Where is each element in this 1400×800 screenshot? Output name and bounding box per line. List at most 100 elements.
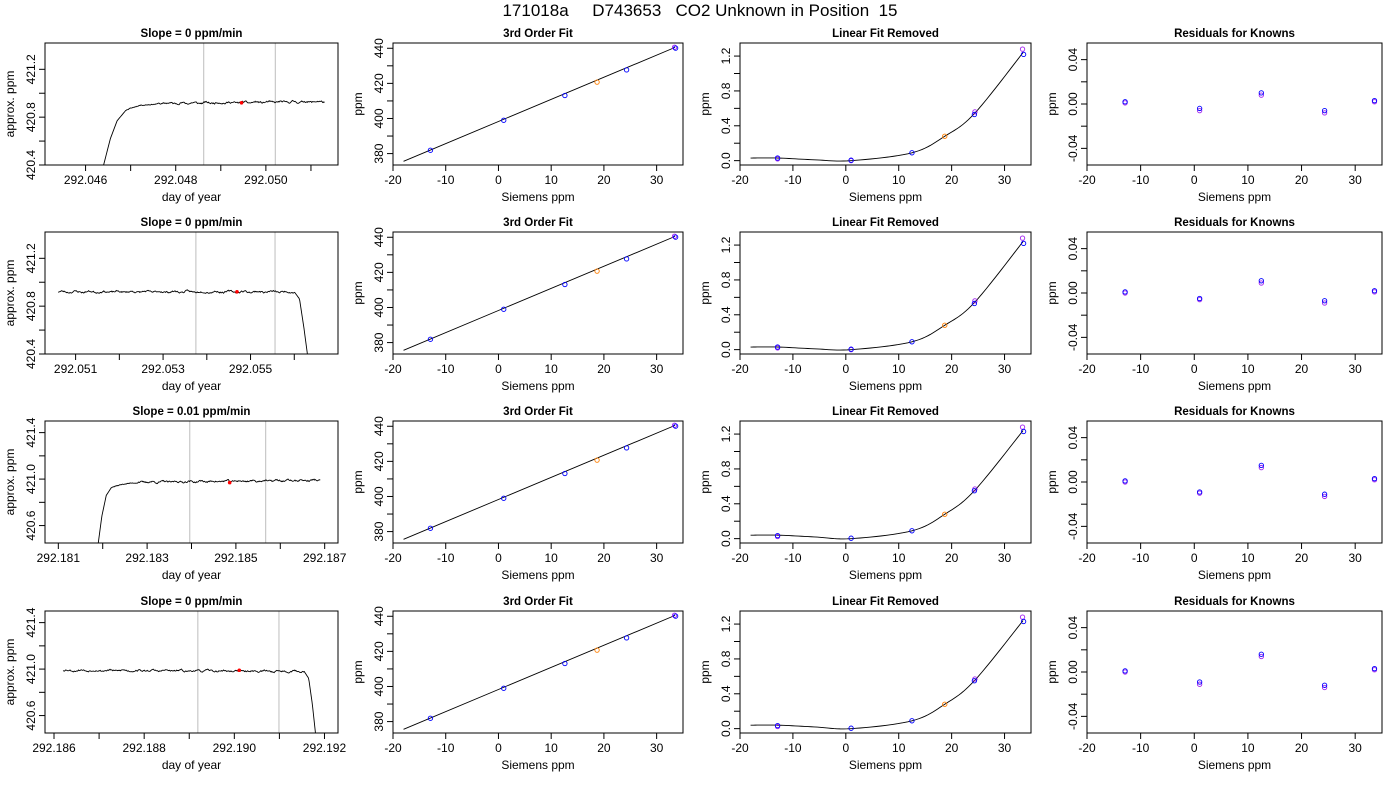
y-tick-label: 0.04	[1066, 426, 1080, 450]
panel-1-1: Slope = 0 ppm/min day of year approx. ppm 2…	[3, 28, 339, 204]
known-standard-point	[972, 298, 978, 304]
x-tick-label: -10	[1132, 173, 1150, 187]
y-axis-label: ppm	[351, 470, 365, 493]
x-tick-label: 30	[998, 173, 1012, 187]
x-tick-label: 30	[650, 173, 664, 187]
known-standard-point	[1019, 424, 1026, 430]
ppm-trace-line	[103, 99, 325, 165]
known-standard-point	[501, 306, 507, 312]
average-marker-point	[235, 290, 239, 294]
unknown-sample-point	[942, 511, 948, 517]
known-standard-point	[848, 346, 854, 352]
y-tick-label: 0.0	[719, 530, 733, 547]
plot-frame	[44, 610, 339, 734]
known-standard-point	[1196, 681, 1203, 687]
x-tick-label: 0	[1191, 551, 1198, 565]
plot-frame	[392, 610, 684, 734]
x-tick-label: -20	[731, 362, 749, 376]
known-standard-point	[501, 495, 507, 501]
unknown-sample-point	[942, 133, 948, 139]
known-standard-point	[1258, 651, 1264, 657]
known-standard-point	[672, 423, 679, 429]
y-tick-label: 400	[372, 676, 386, 696]
x-tick-label: 0	[1191, 741, 1198, 755]
y-tick-label: 400	[372, 297, 386, 317]
x-tick-label: 292.187	[303, 551, 347, 565]
y-tick-label: 380	[372, 332, 386, 352]
panel-title: Residuals for Knowns	[1174, 28, 1295, 40]
plot-area	[750, 46, 1027, 164]
known-standard-point	[427, 715, 434, 721]
fit-curve-line	[403, 424, 676, 540]
x-tick-label: 10	[545, 362, 559, 376]
y-tick-label: 440	[372, 416, 386, 436]
x-tick-label: 30	[998, 551, 1012, 565]
unknown-sample-point	[594, 647, 600, 653]
x-tick-label: 292.188	[122, 741, 166, 755]
x-axis-label: Siemens ppm	[501, 568, 574, 582]
x-axis-label: Siemens ppm	[501, 758, 574, 772]
x-tick-label: 20	[1295, 362, 1309, 376]
known-standard-point	[1321, 684, 1328, 691]
known-standard-point	[1020, 428, 1027, 435]
x-tick-label: 0	[1191, 173, 1198, 187]
x-tick-label: 10	[545, 551, 559, 565]
plot-frame	[392, 231, 684, 355]
panel-2-3: Linear Fit Removed Siemens ppm ppm -20 -10 0 1…	[698, 217, 1032, 393]
y-tick-label: 0.04	[1066, 48, 1080, 72]
x-tick-label: -10	[784, 362, 802, 376]
known-standard-point	[1371, 288, 1378, 294]
panel-3-3: Linear Fit Removed Siemens ppm ppm -20 -10 0 1…	[698, 406, 1032, 582]
x-tick-label: 292.186	[32, 741, 76, 755]
known-standard-point	[427, 147, 434, 153]
y-tick-label: 0.0	[719, 152, 733, 169]
x-tick-label: 20	[945, 551, 959, 565]
panel-3-1: Slope = 0.01 ppm/min day of year approx. p…	[3, 406, 347, 582]
known-standard-point	[1258, 278, 1264, 284]
x-tick-label: 10	[892, 362, 906, 376]
panel-title: Linear Fit Removed	[832, 406, 939, 418]
y-axis-label: ppm	[1045, 470, 1059, 493]
x-tick-label: 292.055	[229, 362, 273, 376]
x-tick-label: 10	[545, 741, 559, 755]
panel-title: 3rd Order Fit	[503, 596, 573, 608]
panel-4-2: 3rd Order Fit Siemens ppm ppm -20 -10 0 10 20 30…	[351, 596, 684, 772]
x-axis-label: Siemens ppm	[849, 190, 922, 204]
x-tick-label: -20	[384, 362, 402, 376]
fit-curve-line	[403, 614, 676, 730]
y-tick-label: 0.00	[1066, 470, 1080, 494]
y-tick-label: 420	[372, 641, 386, 661]
x-tick-label: 292.181	[37, 551, 81, 565]
y-tick-label: 0.00	[1066, 281, 1080, 305]
known-standard-point	[1258, 92, 1264, 98]
known-standard-point	[623, 67, 630, 73]
known-standard-point	[909, 718, 915, 724]
y-tick-label: 0.8	[719, 82, 733, 99]
panel-title: 3rd Order Fit	[503, 406, 573, 418]
average-marker-point	[239, 101, 244, 105]
x-tick-label: 30	[1349, 362, 1363, 376]
y-axis-label: approx. ppm	[3, 449, 17, 516]
y-tick-label: 0.00	[1066, 660, 1080, 684]
y-tick-label: 420	[372, 73, 386, 93]
known-standard-point	[1321, 108, 1328, 114]
plot-area	[750, 235, 1027, 353]
y-tick-label: 0.4	[719, 495, 733, 512]
x-axis-label: Siemens ppm	[849, 379, 922, 393]
x-tick-label: 30	[1349, 741, 1363, 755]
x-tick-label: -20	[731, 741, 749, 755]
y-tick-label: 421.0	[24, 464, 38, 494]
x-tick-label: -20	[1078, 741, 1096, 755]
fit-curve-line	[750, 620, 1024, 730]
panel-title: Residuals for Knowns	[1174, 596, 1295, 608]
x-tick-label: -10	[437, 741, 455, 755]
x-tick-label: 0	[842, 741, 849, 755]
y-tick-label: 0.0	[719, 341, 733, 358]
plot-frame	[1086, 42, 1383, 166]
y-tick-label: 440	[372, 227, 386, 247]
x-tick-label: 10	[1241, 741, 1255, 755]
x-axis-label: Siemens ppm	[849, 568, 922, 582]
known-standard-point	[1122, 99, 1128, 105]
x-axis-label: Siemens ppm	[849, 758, 922, 772]
known-standard-point	[1019, 614, 1026, 620]
